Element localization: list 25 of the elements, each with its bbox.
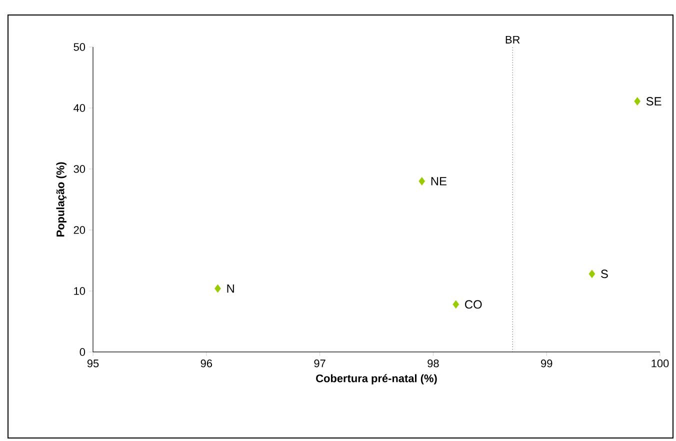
point — [418, 176, 426, 186]
annotation: S — [601, 270, 608, 278]
point — [588, 270, 596, 278]
annotation: SE — [646, 97, 662, 106]
x-tick-label: 99 — [541, 360, 552, 368]
x-tick-label: 97 — [314, 360, 326, 368]
y-tick-label: 30 — [74, 165, 86, 173]
y-tick-label: 40 — [74, 104, 86, 112]
y-tick-label: 20 — [74, 226, 86, 234]
point — [634, 97, 641, 106]
annotation: CO — [465, 300, 482, 309]
y-tick-label: 10 — [74, 287, 86, 295]
x-tick-label: 98 — [428, 360, 439, 368]
x-tick-label: 100 — [652, 360, 669, 368]
y-tick-label: 0 — [80, 348, 86, 356]
y-axis-title: População (%) — [56, 162, 66, 237]
x-tick-label: 95 — [87, 360, 99, 368]
x-axis-title: Cobertura pré-natal (%) — [316, 374, 437, 384]
y-tick-label: 50 — [74, 43, 86, 51]
point — [214, 284, 221, 293]
ref-line-label: BR — [506, 36, 520, 44]
x-tick-label: 96 — [200, 360, 212, 368]
annotation: N — [227, 284, 234, 293]
annotation: NE — [431, 177, 446, 186]
point — [452, 300, 460, 309]
